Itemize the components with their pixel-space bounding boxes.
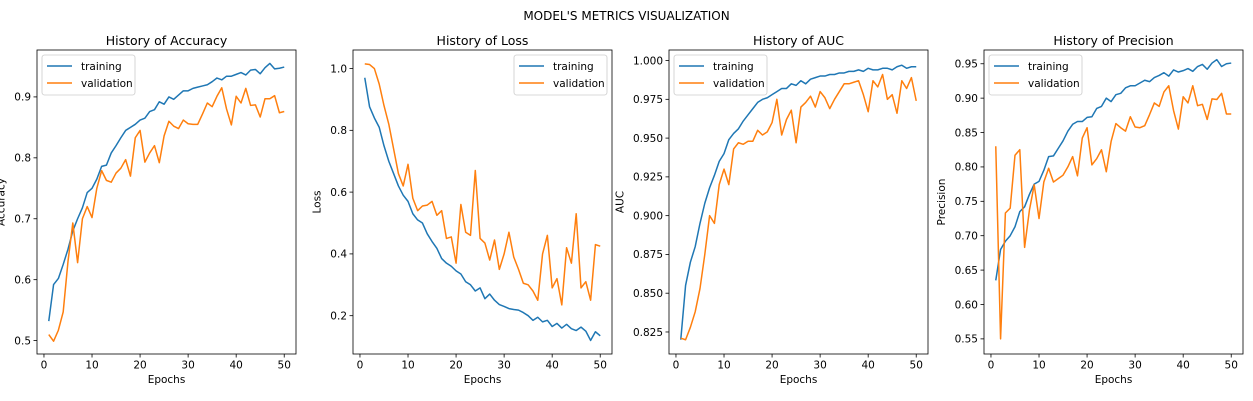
x-tick-label: 0 xyxy=(988,360,995,372)
series-line-validation xyxy=(364,63,601,306)
axes-frame xyxy=(668,49,929,355)
figure-suptitle: MODEL'S METRICS VISUALIZATION xyxy=(523,9,730,23)
y-tick-label: 0.825 xyxy=(633,327,663,339)
x-tick-label: 0 xyxy=(673,360,680,372)
chart-title: History of Precision xyxy=(1053,33,1173,48)
axes-frame xyxy=(36,49,297,355)
y-tick-label: 1.0 xyxy=(330,63,347,75)
x-tick-label: 30 xyxy=(181,360,194,372)
x-axis-label: Epochs xyxy=(780,374,818,386)
x-tick-label: 30 xyxy=(813,360,826,372)
legend: training validation xyxy=(41,54,136,96)
y-tick-label: 0.4 xyxy=(330,249,347,261)
legend-label-training: training xyxy=(1028,61,1069,73)
x-tick-label: 10 xyxy=(401,360,414,372)
y-axis-label: AUC xyxy=(615,191,627,213)
x-tick-label: 10 xyxy=(717,360,730,372)
series-line-training xyxy=(364,77,601,342)
chart-auc: History of AUC 0 10 20 30 40 50 0.825 0.850 0.875… xyxy=(615,33,929,386)
chart-title: History of Loss xyxy=(437,33,529,48)
y-tick-label: 0.8 xyxy=(14,153,31,165)
x-tick-label: 20 xyxy=(133,360,146,372)
y-tick-label: 0.90 xyxy=(955,93,978,105)
x-tick-label: 0 xyxy=(41,360,48,372)
legend-box xyxy=(41,54,136,96)
x-tick-label: 20 xyxy=(449,360,462,372)
x-axis-label: Epochs xyxy=(148,374,186,386)
legend-label-validation: validation xyxy=(1028,78,1080,90)
x-tick-label: 30 xyxy=(1128,360,1141,372)
y-tick-label: 0.75 xyxy=(955,196,978,208)
legend-label-validation: validation xyxy=(81,78,133,90)
axes-frame xyxy=(352,49,613,355)
legend-label-training: training xyxy=(553,61,594,73)
series-line-validation xyxy=(48,87,285,342)
series-line-validation xyxy=(680,73,917,341)
chart-accuracy: History of Accuracy 0 10 20 30 40 50 0.5 0.6 0.7 0… xyxy=(0,33,297,386)
y-tick-label: 0.900 xyxy=(633,210,663,222)
chart-title: History of Accuracy xyxy=(106,33,228,48)
y-tick-label: 0.80 xyxy=(955,162,978,174)
legend-label-training: training xyxy=(81,61,122,73)
y-tick-label: 0.950 xyxy=(633,133,663,145)
y-axis-label: Loss xyxy=(312,190,324,213)
y-tick-label: 0.95 xyxy=(955,59,978,71)
series-line-validation xyxy=(995,85,1232,340)
legend-label-validation: validation xyxy=(553,78,605,90)
chart-loss: History of Loss 0 10 20 30 40 50 0.2 0.4 0.6 0.8 1.… xyxy=(312,33,613,386)
legend: training validation xyxy=(673,54,768,96)
x-tick-label: 50 xyxy=(594,360,607,372)
x-tick-label: 0 xyxy=(357,360,364,372)
x-tick-label: 20 xyxy=(1080,360,1093,372)
legend-label-training: training xyxy=(713,61,754,73)
x-axis-label: Epochs xyxy=(464,374,502,386)
y-tick-label: 1.000 xyxy=(633,55,663,67)
y-tick-label: 0.6 xyxy=(330,187,347,199)
x-tick-label: 10 xyxy=(85,360,98,372)
y-tick-label: 0.55 xyxy=(955,334,978,346)
y-tick-label: 0.7 xyxy=(14,214,31,226)
y-tick-label: 0.65 xyxy=(955,265,978,277)
series-line-training xyxy=(995,58,1232,281)
x-tick-label: 30 xyxy=(497,360,510,372)
legend: training validation xyxy=(988,54,1083,96)
x-axis-label: Epochs xyxy=(1095,374,1133,386)
y-tick-label: 0.60 xyxy=(955,299,978,311)
chart-title: History of AUC xyxy=(753,33,844,48)
y-tick-label: 0.850 xyxy=(633,288,663,300)
y-axis-label: Accuracy xyxy=(0,178,8,226)
y-tick-label: 0.5 xyxy=(14,335,31,347)
y-tick-label: 0.70 xyxy=(955,231,978,243)
y-tick-label: 0.875 xyxy=(633,249,663,261)
axes-frame xyxy=(983,49,1244,355)
x-tick-label: 50 xyxy=(1225,360,1238,372)
series-line-training xyxy=(48,62,285,322)
legend-box xyxy=(988,54,1083,96)
series-line-training xyxy=(680,64,917,340)
y-tick-label: 0.85 xyxy=(955,127,978,139)
x-tick-label: 50 xyxy=(278,360,291,372)
y-tick-label: 0.2 xyxy=(330,310,347,322)
x-tick-label: 50 xyxy=(910,360,923,372)
x-tick-label: 40 xyxy=(861,360,874,372)
y-tick-label: 0.975 xyxy=(633,94,663,106)
x-tick-label: 10 xyxy=(1032,360,1045,372)
y-tick-label: 0.6 xyxy=(14,274,31,286)
y-tick-label: 0.8 xyxy=(330,125,347,137)
y-axis-label: Precision xyxy=(936,179,948,226)
legend: training validation xyxy=(513,54,608,96)
legend-box xyxy=(513,54,608,96)
legend-label-validation: validation xyxy=(713,78,765,90)
x-tick-label: 40 xyxy=(229,360,242,372)
y-tick-label: 0.9 xyxy=(14,92,31,104)
x-tick-label: 40 xyxy=(1176,360,1189,372)
x-tick-label: 40 xyxy=(545,360,558,372)
y-tick-label: 0.925 xyxy=(633,172,663,184)
legend-box xyxy=(673,54,768,96)
chart-precision: History of Precision 0 10 20 30 40 50 0.55 0.60 0… xyxy=(936,33,1244,386)
x-tick-label: 20 xyxy=(765,360,778,372)
